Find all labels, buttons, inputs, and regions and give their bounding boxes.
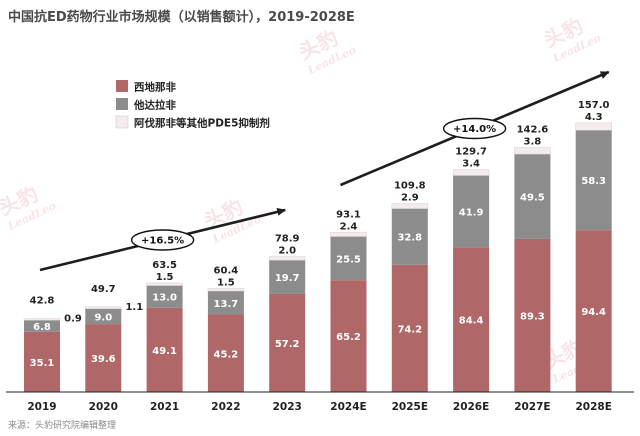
bar-segment <box>85 306 122 309</box>
bar-segment <box>514 154 551 239</box>
cagr-oval <box>442 117 507 140</box>
data-label: 57.2 <box>275 339 300 350</box>
data-label: 25.5 <box>336 254 361 265</box>
data-label: 45.2 <box>214 349 239 360</box>
bar-segment <box>514 238 551 392</box>
total-label: 157.0 <box>578 100 610 111</box>
bar-segment <box>391 264 428 392</box>
bar-segment <box>207 288 245 292</box>
x-tick-label: 2025E <box>392 401 428 413</box>
bar-segment <box>146 307 183 392</box>
cagr-label: +14.0% <box>453 124 496 135</box>
bar-segment <box>269 293 306 392</box>
bar-segment <box>452 169 490 176</box>
data-label: 74.2 <box>397 324 422 335</box>
data-label: 32.8 <box>397 233 422 244</box>
bar-segment <box>23 318 61 321</box>
x-tick-label: 2020 <box>89 401 118 413</box>
bar-segment <box>330 232 367 237</box>
data-label: 0.9 <box>64 314 82 325</box>
data-label: 58.3 <box>581 176 606 187</box>
bar-segment <box>575 130 612 231</box>
data-label: 1.5 <box>156 272 174 283</box>
legend-swatch <box>115 115 129 129</box>
data-label: 13.0 <box>152 293 177 304</box>
legend-label: 阿伐那非等其他PDE5抑制剂 <box>134 117 270 130</box>
data-label: 2.0 <box>278 246 296 257</box>
total-label: 42.8 <box>30 296 55 307</box>
bar-segment <box>514 147 551 155</box>
data-label: 65.2 <box>336 332 361 343</box>
data-label: 84.4 <box>459 316 484 327</box>
total-label: 63.5 <box>152 260 177 271</box>
bar-segment <box>146 282 183 286</box>
x-tick-label: 2021 <box>150 401 179 413</box>
data-label: 94.4 <box>581 307 606 318</box>
bar-segment <box>207 291 244 315</box>
legend-label: 他达拉非 <box>133 99 176 112</box>
data-label: 49.1 <box>152 346 177 357</box>
bar-segment <box>268 256 306 261</box>
bar-segment <box>330 236 367 281</box>
data-label: 35.1 <box>30 358 55 369</box>
x-tick-label: 2027E <box>514 401 550 413</box>
total-label: 142.6 <box>517 125 549 136</box>
data-label: 1.1 <box>125 302 143 313</box>
x-tick-label: 2028E <box>575 401 611 413</box>
total-label: 93.1 <box>336 209 361 220</box>
total-label: 109.8 <box>394 181 426 192</box>
x-tick-label: 2023 <box>273 401 302 413</box>
bar-segment <box>575 122 612 131</box>
chart-title: 中国抗ED药物行业市场规模（以销售额计），2019-2028E <box>8 10 355 25</box>
data-label: 3.8 <box>524 137 542 148</box>
x-tick-label: 2026E <box>453 401 489 413</box>
bar-segment <box>24 331 60 392</box>
x-tick-label: 2019 <box>27 401 56 413</box>
data-label: 41.9 <box>459 207 484 218</box>
bar-segment <box>85 324 122 392</box>
data-label: 9.0 <box>94 312 112 323</box>
bar-segment <box>453 247 490 392</box>
bar-segment <box>330 280 367 392</box>
legend-swatch <box>116 98 128 110</box>
source-note: 来源：头豹研究院编辑整理 <box>8 421 117 431</box>
cagr-label: +16.5% <box>141 236 184 247</box>
data-label: 49.5 <box>520 192 545 203</box>
x-tick-label: 2024E <box>330 401 366 413</box>
x-tick-label: 2022 <box>211 401 240 413</box>
bar-segment <box>453 175 490 248</box>
bar-segment <box>575 230 612 392</box>
data-label: 2.9 <box>401 193 419 204</box>
data-label: 89.3 <box>520 311 545 322</box>
total-label: 129.7 <box>455 147 487 158</box>
total-label: 78.9 <box>275 234 300 245</box>
cagr-oval <box>130 229 195 251</box>
data-label: 39.6 <box>91 354 116 365</box>
data-label: 1.5 <box>217 277 235 288</box>
bar-segment <box>207 314 244 392</box>
bar-segment <box>269 260 306 294</box>
legend-label: 西地那非 <box>134 81 176 94</box>
bar-segment <box>391 203 429 209</box>
data-label: 6.8 <box>33 322 51 333</box>
data-label: 13.7 <box>214 299 239 310</box>
bar-segment <box>391 208 428 265</box>
legend-swatch <box>116 80 128 92</box>
total-label: 60.4 <box>214 265 239 276</box>
total-label: 49.7 <box>91 284 116 295</box>
bar-segment <box>24 320 60 332</box>
bar-segment <box>85 308 122 325</box>
bar-segment <box>146 285 183 308</box>
data-label: 3.4 <box>462 159 480 170</box>
data-label: 19.7 <box>275 273 300 284</box>
data-label: 2.4 <box>340 221 358 232</box>
data-label: 4.3 <box>585 112 603 123</box>
